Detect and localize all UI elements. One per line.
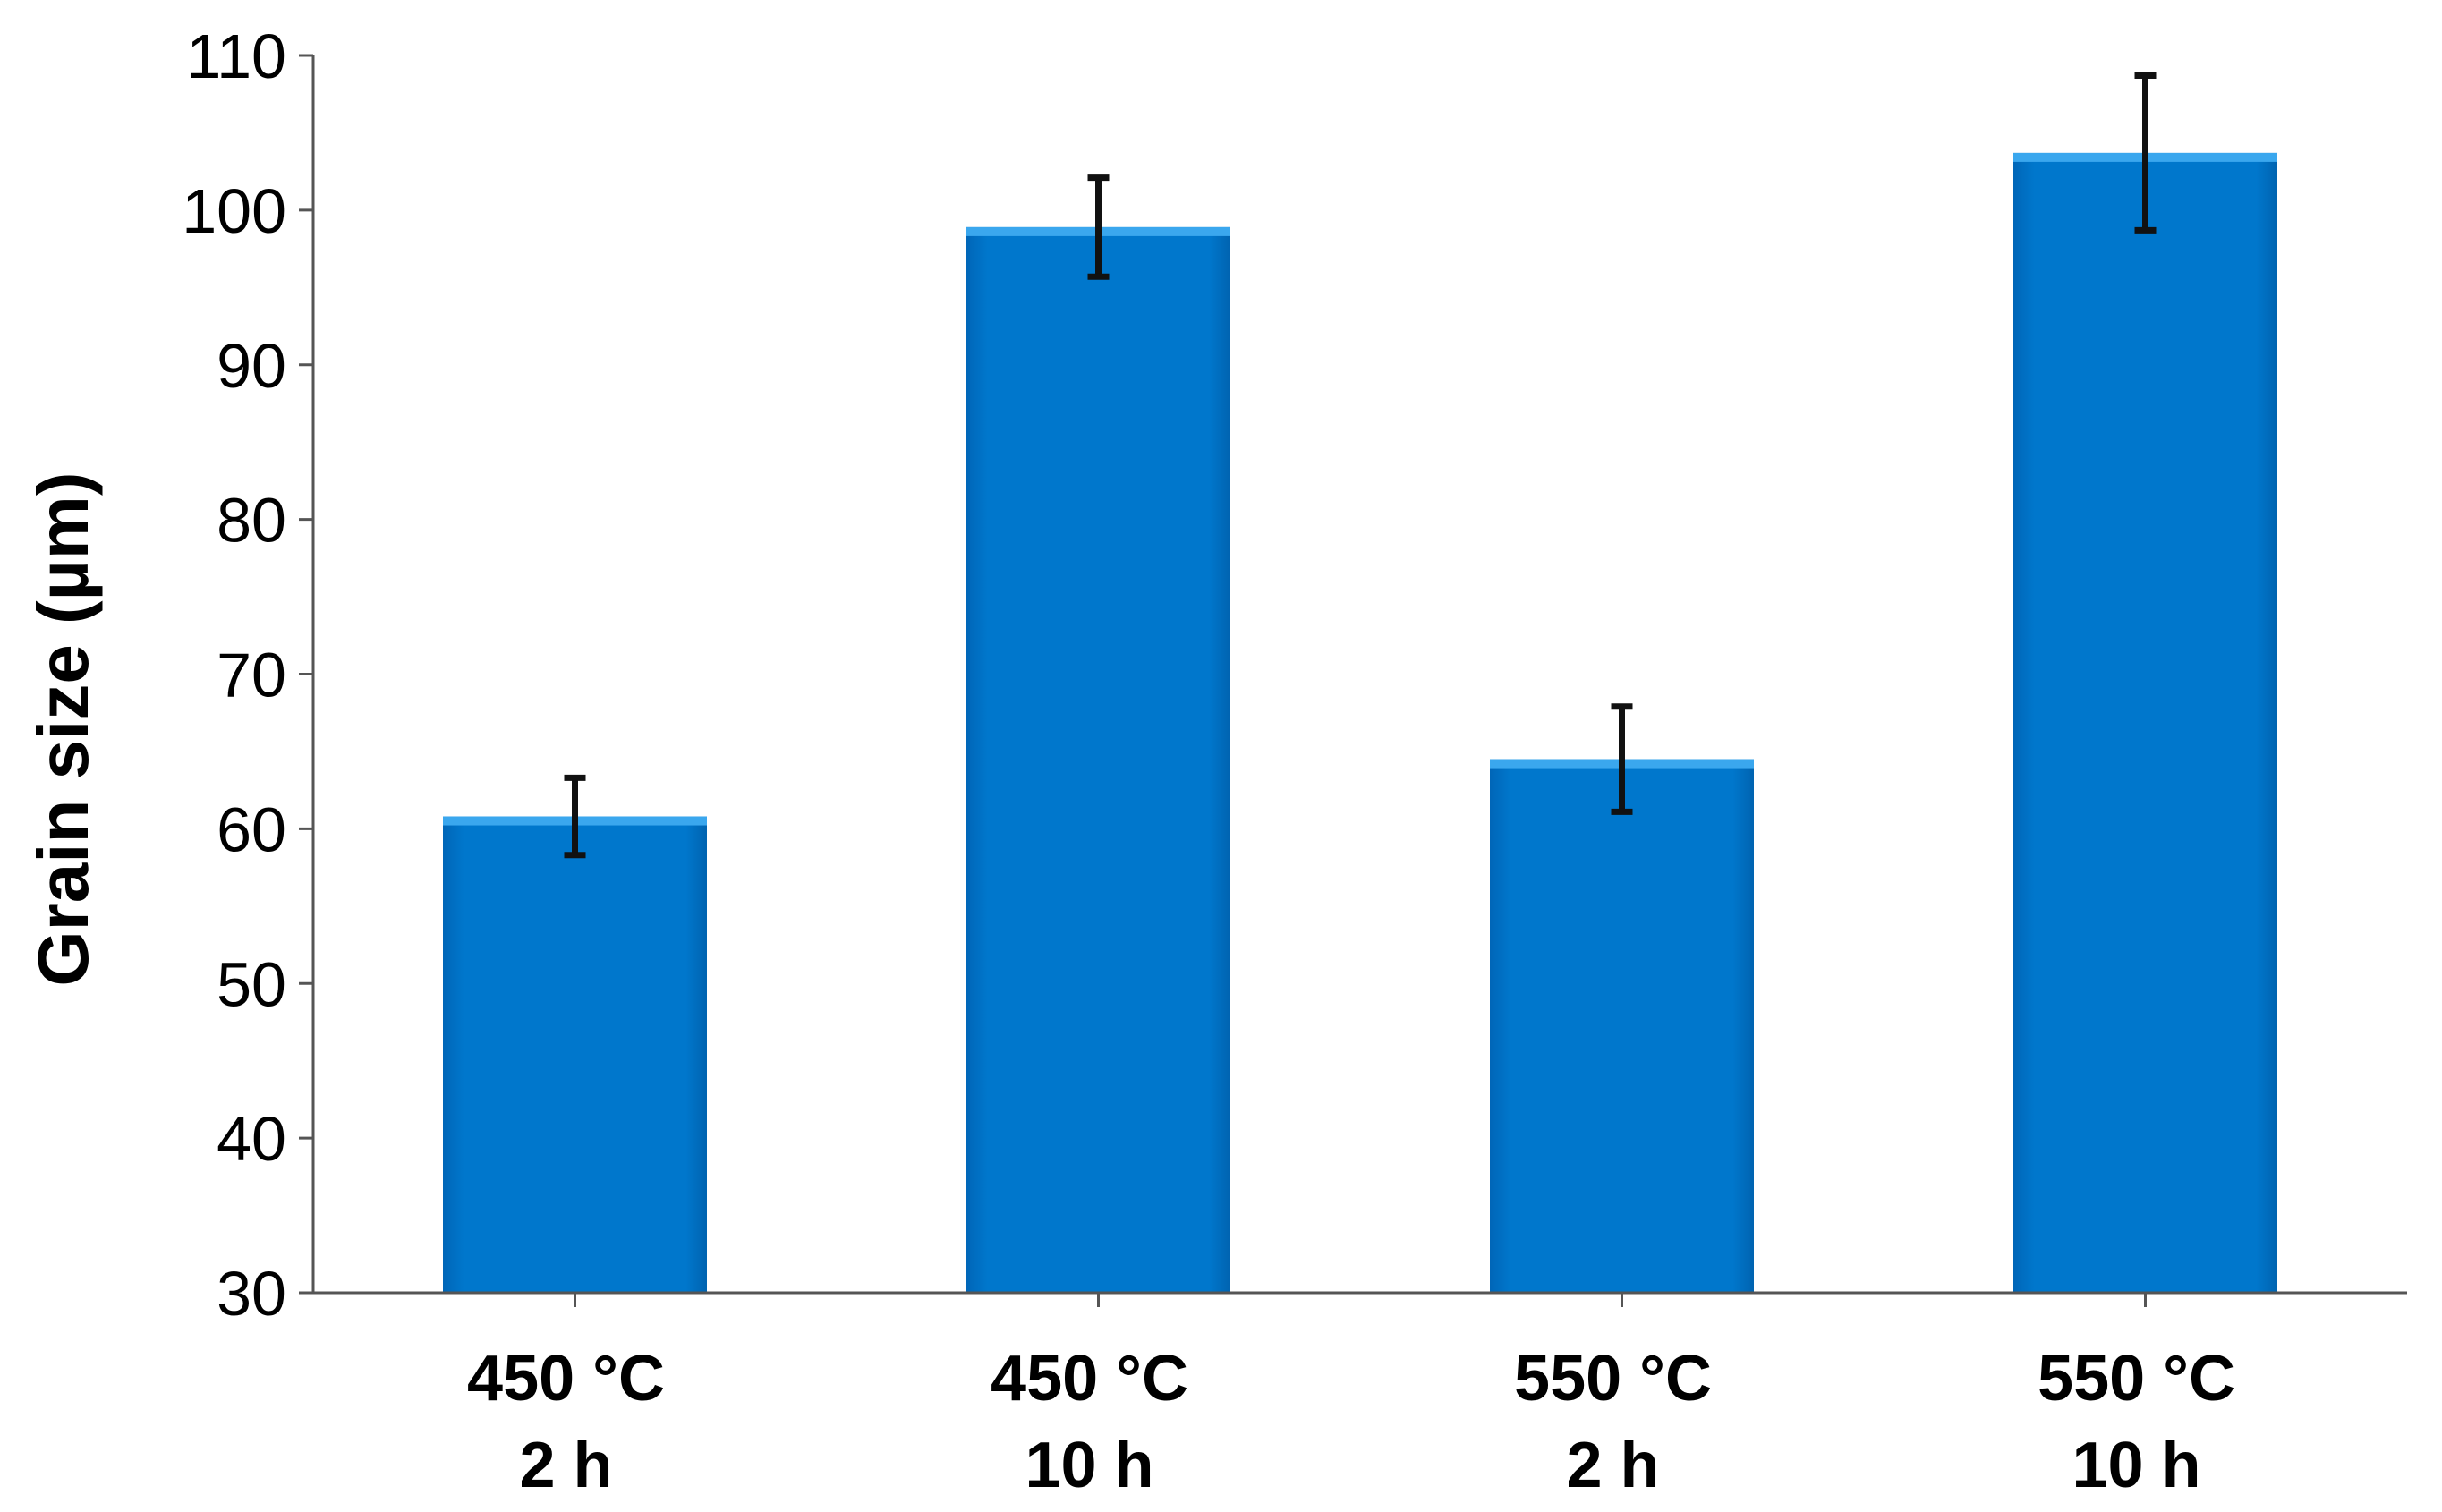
bar-4	[2013, 152, 2277, 1293]
error-bar-2	[1087, 174, 1110, 280]
labels-layer: 30 40 50 60 70 80 90 100 110 450 °C 2 h 450 °C 10 h 5…	[182, 21, 2235, 1501]
y-tick-label: 60	[217, 794, 286, 864]
bar-2	[966, 226, 1230, 1294]
error-bar-3	[1611, 703, 1633, 815]
x-category-label: 10 h	[2072, 1430, 2200, 1501]
bar-1	[443, 816, 707, 1293]
y-tick-label: 90	[217, 331, 286, 401]
bar-3	[1490, 759, 1754, 1293]
x-category-label: 550 °C	[1514, 1343, 1712, 1414]
x-category-label: 450 °C	[991, 1343, 1188, 1414]
axes-layer	[299, 54, 2407, 1307]
x-category-label: 450 °C	[467, 1343, 665, 1414]
bars-layer	[443, 152, 2277, 1294]
x-category-label: 10 h	[1025, 1430, 1153, 1501]
y-tick-label: 70	[217, 641, 286, 710]
error-bar-4	[2134, 72, 2157, 234]
x-category-label: 2 h	[1566, 1430, 1659, 1501]
y-tick-label: 30	[217, 1259, 286, 1329]
y-tick-label: 50	[217, 949, 286, 1019]
error-bar-1	[564, 774, 586, 859]
x-category-label: 550 °C	[2038, 1343, 2235, 1414]
y-tick-label: 40	[217, 1104, 286, 1174]
y-tick-label: 100	[182, 176, 286, 246]
y-tick-label: 80	[217, 486, 286, 556]
x-category-label: 2 h	[519, 1430, 612, 1501]
y-tick-label: 110	[186, 21, 286, 91]
y-axis-title: Grain size (µm)	[23, 471, 103, 986]
error-bars-layer	[564, 72, 2157, 859]
